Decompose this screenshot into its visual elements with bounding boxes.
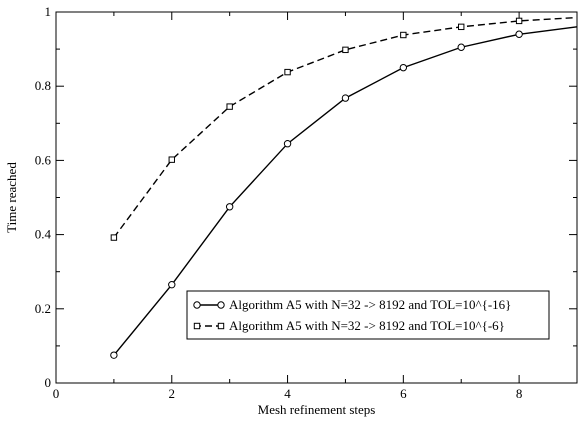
legend: Algorithm A5 with N=32 -> 8192 and TOL=1… (186, 290, 550, 340)
x-tick-label: 2 (169, 386, 176, 401)
data-point (457, 43, 465, 51)
data-point (342, 46, 349, 54)
legend-box (186, 290, 550, 340)
y-tick-label: 0.2 (35, 301, 51, 316)
series-line (113, 16, 578, 238)
y-tick-label: 0.4 (35, 227, 52, 242)
data-point (168, 280, 176, 289)
legend-marker (193, 301, 201, 309)
legend-marker (217, 322, 225, 330)
data-point (226, 103, 233, 110)
data-point (400, 31, 407, 39)
data-point (341, 94, 350, 102)
data-point (110, 351, 118, 359)
data-point (458, 23, 465, 31)
legend-marker (217, 301, 225, 309)
y-tick-label: 0.8 (35, 78, 51, 93)
data-point (283, 140, 292, 148)
x-tick-label: 4 (284, 386, 291, 401)
series-1 (110, 26, 578, 359)
data-point (168, 156, 175, 163)
tick-labels: 0 2 4 6 8 0 0.2 0.4 0.6 0.8 1 (35, 4, 523, 401)
data-point (515, 30, 523, 38)
legend-entry-label: Algorithm A5 with N=32 -> 8192 and TOL=1… (229, 297, 511, 312)
data-point (225, 203, 234, 211)
x-tick-label: 0 (53, 386, 60, 401)
data-point (515, 17, 523, 25)
x-tick-label: 8 (516, 386, 523, 401)
legend-entry-label: Algorithm A5 with N=32 -> 8192 and TOL=1… (229, 318, 505, 333)
data-point (399, 63, 408, 72)
data-point (284, 68, 291, 76)
legend-marker (193, 322, 201, 330)
y-tick-label: 1 (45, 4, 52, 19)
series-2 (110, 16, 578, 241)
x-tick-label: 6 (400, 386, 407, 401)
y-axis-label: Time reached (4, 162, 19, 233)
y-tick-label: 0 (45, 375, 52, 390)
series-lines (110, 16, 578, 359)
y-tick-label: 0.6 (35, 152, 52, 167)
x-axis-label: Mesh refinement steps (258, 402, 376, 417)
data-point (110, 234, 118, 241)
